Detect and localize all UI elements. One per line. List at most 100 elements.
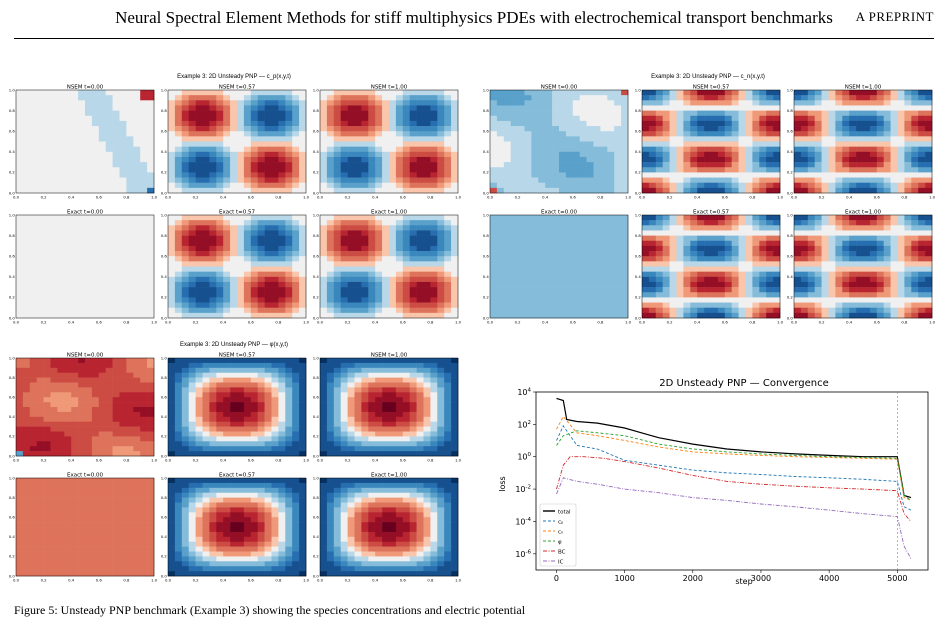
contour-cell — [395, 225, 404, 231]
contour-cell — [271, 177, 279, 183]
contour-cell — [382, 126, 390, 132]
contour-cell — [382, 187, 390, 194]
contour-cell — [545, 230, 553, 236]
contour-cell — [531, 225, 539, 231]
contour-cell — [230, 256, 238, 262]
contour-cell — [64, 131, 72, 137]
contour-cell — [552, 271, 560, 278]
contour-cell — [717, 105, 726, 111]
contour-cell — [911, 136, 919, 142]
contour-cell — [738, 261, 746, 267]
contour-cell — [897, 187, 905, 194]
contour-cell — [382, 162, 390, 168]
contour-cell — [510, 281, 518, 288]
contour-cell — [326, 100, 335, 106]
contour-cell — [621, 95, 629, 101]
contour-cell — [320, 287, 328, 293]
contour-cell — [133, 230, 141, 236]
contour-cell — [925, 151, 933, 158]
contour-cell — [85, 115, 93, 122]
contour-cell — [326, 120, 335, 127]
contour-cell — [16, 131, 24, 137]
contour-cell — [237, 177, 245, 183]
contour-cell — [759, 162, 767, 168]
contour-cell — [704, 126, 712, 132]
contour-cell — [766, 251, 774, 257]
contour-cell — [794, 215, 802, 221]
contour-cell — [57, 167, 65, 173]
contour-cell — [361, 131, 369, 137]
contour-cell — [50, 90, 58, 96]
contour-cell — [572, 146, 580, 153]
contour-cell — [690, 95, 698, 101]
contour-cell — [347, 100, 355, 106]
contour-cell — [883, 141, 891, 147]
contour-cell — [98, 251, 106, 257]
contour-cell — [250, 230, 258, 236]
contour-cell — [320, 100, 328, 106]
contour-cell — [368, 271, 376, 278]
contour-cell — [50, 220, 58, 226]
contour-cell — [278, 256, 286, 262]
contour-cell — [524, 230, 532, 236]
contour-cell — [451, 151, 459, 158]
contour-cell — [57, 276, 65, 283]
contour-cell — [621, 312, 629, 319]
contour-cell — [340, 177, 348, 183]
contour-cell — [842, 100, 850, 106]
contour-cell — [168, 187, 176, 194]
contour-cell — [423, 172, 431, 178]
contour-cell — [662, 230, 670, 236]
contour-cell — [731, 292, 739, 298]
contour-cell — [271, 126, 279, 132]
contour-cell — [119, 312, 127, 319]
contour-cell — [676, 105, 684, 111]
x-tick-label: 0.0 — [487, 195, 494, 200]
contour-cell — [883, 110, 891, 117]
contour-cell — [98, 256, 106, 262]
contour-cell — [36, 307, 44, 314]
contour-cell — [195, 287, 203, 293]
contour-cell — [264, 271, 272, 278]
contour-cell — [257, 156, 265, 163]
contour-cell — [402, 312, 410, 319]
contour-cell — [724, 302, 732, 308]
contour-cell — [828, 146, 836, 153]
contour-cell — [333, 182, 341, 189]
contour-cell — [78, 292, 86, 298]
contour-cell — [794, 281, 802, 288]
contour-cell — [911, 276, 919, 283]
contour-cell — [593, 266, 601, 272]
contour-cell — [278, 307, 286, 314]
contour-cell — [285, 215, 293, 221]
contour-cell — [876, 281, 884, 288]
contour-cell — [517, 312, 525, 319]
contour-cell — [759, 245, 767, 252]
contour-cell — [869, 95, 878, 101]
contour-cell — [752, 245, 760, 252]
contour-cell — [278, 292, 286, 298]
contour-cell — [368, 187, 376, 194]
contour-cell — [559, 266, 567, 272]
contour-cell — [863, 297, 871, 303]
contour-cell — [71, 90, 79, 96]
contour-cell — [545, 251, 553, 257]
contour-cell — [437, 172, 445, 178]
contour-cell — [98, 292, 106, 298]
contour-cell — [354, 230, 362, 236]
contour-cell — [347, 281, 355, 288]
contour-cell — [85, 240, 93, 247]
contour-cell — [724, 115, 732, 122]
contour-cell — [347, 167, 355, 173]
contour-cell — [690, 115, 698, 122]
contour-cell — [538, 126, 546, 132]
contour-cell — [724, 146, 732, 153]
contour-cell — [299, 276, 307, 283]
contour-grid: NSEM t=0.000.00.00.20.20.40.40.60.60.80.… — [9, 353, 462, 583]
contour-cell — [202, 105, 210, 111]
contour-cell — [766, 245, 774, 252]
contour-cell — [140, 156, 148, 163]
contour-cell — [271, 120, 279, 127]
contour-cell — [409, 115, 417, 122]
contour-cell — [531, 172, 539, 178]
